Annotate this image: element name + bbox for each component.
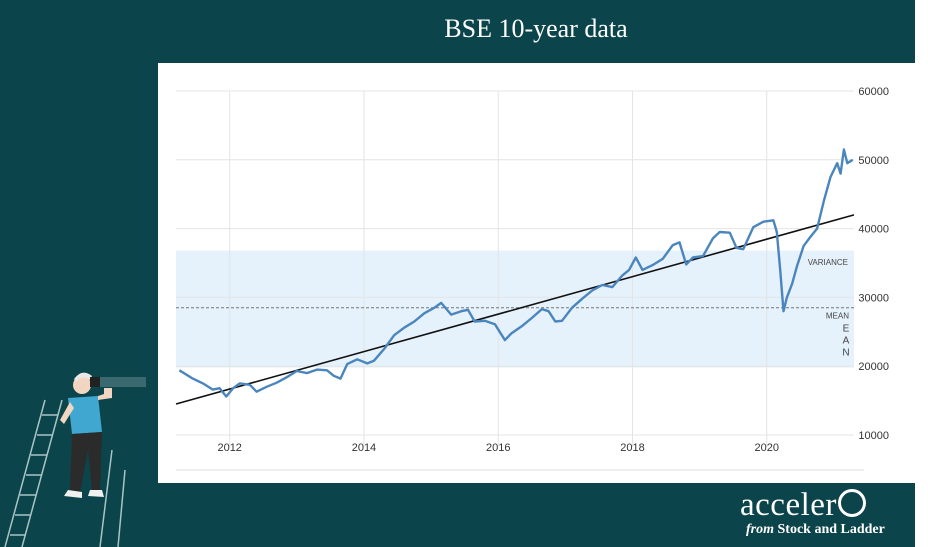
company-logo: acceler from Stock and Ladder	[740, 487, 900, 539]
y-tick-label: 60000	[858, 86, 889, 98]
mean-label: MEAN	[826, 312, 849, 321]
variance-label: VARIANCE	[808, 258, 848, 267]
x-tick-label: 2018	[620, 442, 644, 454]
mean-vertical-letter: N	[842, 348, 849, 359]
logo-main-text: acceler	[740, 487, 837, 523]
mean-vertical-letter: E	[843, 324, 850, 335]
x-tick-label: 2016	[486, 442, 510, 454]
telescope-icon	[98, 377, 146, 387]
slide-title: BSE 10-year data	[444, 14, 628, 43]
chart: 60000 50000 40000 30000 20000 10000 2012 2014 20…	[175, 86, 889, 471]
ladder-icon	[4, 399, 126, 547]
y-tick-label: 10000	[858, 430, 889, 442]
x-tick-label: 2012	[217, 442, 241, 454]
mean-vertical-letter: A	[843, 336, 850, 347]
person-figure	[60, 372, 146, 498]
y-tick-label: 30000	[858, 292, 889, 304]
logo-from-text: from	[746, 522, 774, 537]
x-tick-label: 2014	[352, 442, 376, 454]
logo-o-icon	[837, 489, 866, 517]
person-on-ladder-illustration	[4, 372, 146, 547]
logo-sub-text: Stock and Ladder	[777, 522, 885, 537]
x-tick-label: 2020	[754, 442, 778, 454]
y-tick-label: 40000	[858, 224, 889, 236]
trend-line	[175, 214, 855, 405]
chart-panel: 60000 50000 40000 30000 20000 10000 2012 2014 20…	[158, 63, 915, 483]
y-tick-label: 20000	[858, 361, 889, 373]
series-line-0	[178, 148, 854, 398]
y-tick-label: 50000	[858, 155, 889, 167]
